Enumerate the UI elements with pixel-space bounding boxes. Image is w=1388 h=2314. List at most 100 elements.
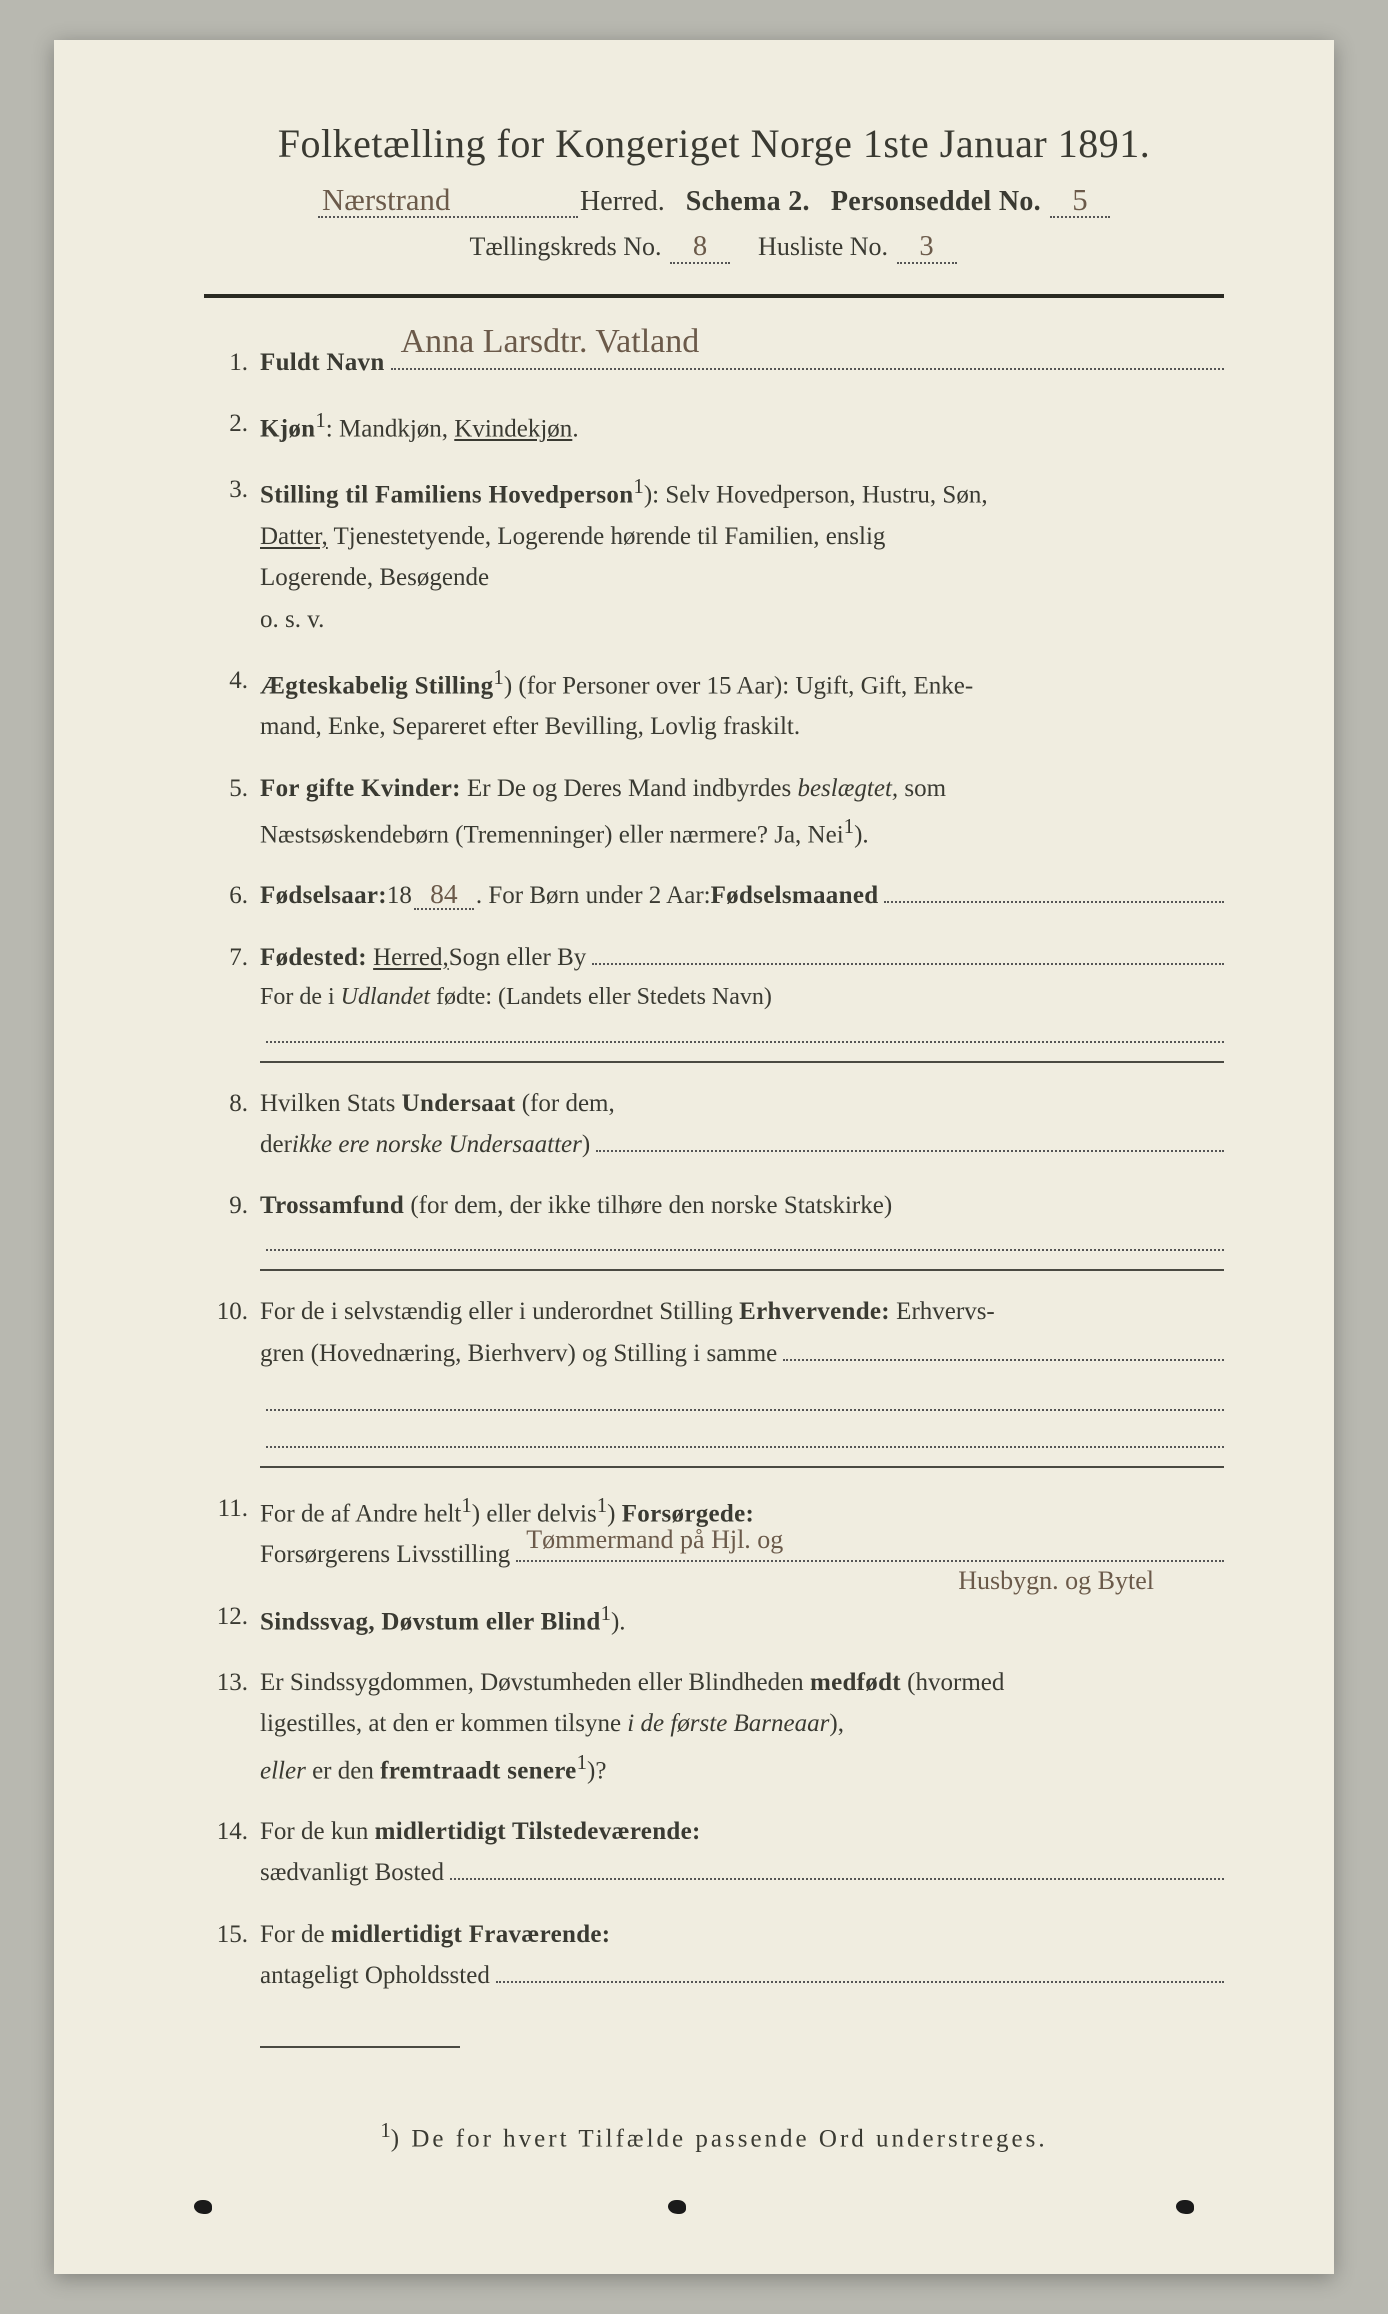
item4-line1: ) (for Personer over 15 Aar): Ugift, Gif… [504,672,973,699]
item6-label2: Fødselsmaaned [711,875,879,916]
item13-line2a: ligestilles, at den er kommen tilsyne [260,1710,627,1737]
item-5: For gifte Kvinder: Er De og Deres Mand i… [204,768,1224,856]
item4-label: Ægteskabelig Stilling [260,672,493,699]
item10-field3 [266,1423,1224,1448]
item10-line2: gren (Hovednæring, Bierhverv) og Stillin… [260,1333,777,1374]
item5-label: For gifte Kvinder: [260,775,461,802]
item3-line1: ): Selv Hovedperson, Hustru, Søn, [644,482,988,509]
item7-sub1: For de i [260,984,341,1010]
item2-sup: 1 [315,408,325,432]
item15-bold: midlertidigt Fraværende: [331,1921,611,1948]
item15-field [496,1958,1224,1983]
ink-dot-1 [194,2200,212,2214]
item5-line1: Er De og Deres Mand indbyrdes [461,775,798,802]
item12-label: Sindssvag, Døvstum eller Blind [260,1608,601,1635]
item10-label: Erhvervende: [739,1298,890,1325]
item-12: Sindssvag, Døvstum eller Blind1). [204,1596,1224,1643]
herred-label: Herred. [580,186,665,217]
item7-selected: Herred, [373,937,449,978]
schema-label: Schema 2. [686,186,810,217]
item2-label: Kjøn [260,415,315,442]
item7-field [592,940,1224,965]
item15-sub: antageligt Opholdssted [260,1955,490,1996]
item14-sub: sædvanligt Bosted [260,1852,444,1893]
main-title: Folketælling for Kongeriget Norge 1ste J… [204,120,1224,167]
item11-hw1: Tømmermand på Hjl. og [526,1519,783,1562]
item13-sup: 1 [577,1750,587,1774]
item13-line1b: (hvormed [901,1669,1004,1696]
item11-sup1: 1 [461,1493,471,1517]
item6-century: 18 [387,875,412,916]
divider-after-7 [260,1061,1224,1063]
item13-line3a: eller [260,1757,306,1784]
item-15: For de midlertidigt Fraværende: antageli… [204,1914,1224,1997]
item9-field [266,1226,1224,1251]
item5-line2b: ). [854,821,869,848]
item12-sup: 1 [601,1601,611,1625]
item11-field: Tømmermand på Hjl. og [516,1537,1224,1562]
item5-line2: Næstsøskendebørn (Tremenninger) eller næ… [260,821,844,848]
item4-sup: 1 [493,665,503,689]
item11-sup2: 1 [597,1493,607,1517]
personseddel-no-hw: 5 [1072,185,1087,216]
item13-line2b: ), [829,1710,844,1737]
item13-bold2: fremtraadt senere [380,1757,576,1784]
item8-field [596,1127,1224,1152]
item3-line4: o. s. v. [260,606,324,633]
item7-sub: For de i Udlandet fødte: (Landets eller … [260,978,1224,1018]
item1-value-hw: Anna Larsdtr. Vatland [401,314,700,370]
item13-line1a: Er Sindssygdommen, Døvstumheden eller Bl… [260,1669,810,1696]
item7-sub2: fødte: (Landets eller Stedets Navn) [430,984,772,1010]
ink-dot-2 [668,2200,686,2214]
item1-field: Anna Larsdtr. Vatland [391,345,1224,370]
item-10: For de i selvstændig eller i underordnet… [204,1291,1224,1468]
item3-label: Stilling til Familiens Hovedperson [260,482,633,509]
item-2: Kjøn1: Mandkjøn, Kvindekjøn. [204,403,1224,450]
item7-label: Fødested: [260,937,367,978]
item-4: Ægteskabelig Stilling1) (for Personer ov… [204,660,1224,748]
item-9: Trossamfund (for dem, der ikke tilhøre d… [204,1185,1224,1271]
item8-line2: der [260,1124,292,1165]
header-line-2: NærstrandHerred. Schema 2. Personseddel … [204,185,1224,218]
item13-line3b: er den [306,1757,380,1784]
header-line-3: Tællingskreds No. 8 Husliste No. 3 [204,232,1224,264]
kreds-label: Tællingskreds No. [469,232,661,261]
divider-heavy [204,294,1224,298]
personseddel-no-field: 5 [1050,185,1110,218]
item3-selected: Datter, [260,523,328,550]
item6-year-hw: 84 [430,880,458,908]
item13-bold1: medfødt [810,1669,901,1696]
item2-text2: . [572,415,578,442]
item14-bold: midlertidigt Tilstedeværende: [375,1818,701,1845]
item6-text2: . For Børn under 2 Aar: [476,875,711,916]
item13-em: i de første Barneaar [627,1710,829,1737]
item-6: Fødselsaar: 1884. For Børn under 2 Aar: … [204,875,1224,916]
husliste-label: Husliste No. [758,232,888,261]
item14-line1: For de kun [260,1818,375,1845]
item-11: For de af Andre helt1) eller delvis1) Fo… [204,1488,1224,1576]
header-block: Folketælling for Kongeriget Norge 1ste J… [204,120,1224,264]
item11-line1a: For de af Andre helt [260,1500,461,1527]
item8-label: Undersaat [402,1090,516,1117]
item2-selected: Kvindekjøn [454,415,572,442]
item1-label: Fuldt Navn [260,342,385,383]
item5-sup: 1 [844,814,854,838]
item5-line1b: som [898,775,946,802]
item3-line2rest: Tjenestetyende, Logerende hørende til Fa… [328,523,886,550]
item8-line1b: (for dem, [515,1090,614,1117]
item-3: Stilling til Familiens Hovedperson1): Se… [204,469,1224,639]
footnote-text: ) De for hvert Tilfælde passende Ord und… [391,2126,1048,2153]
census-form-page: Folketælling for Kongeriget Norge 1ste J… [54,40,1334,2274]
item10-field1 [783,1336,1224,1361]
footnote: 1) De for hvert Tilfælde passende Ord un… [204,2118,1224,2153]
ink-dot-3 [1176,2200,1194,2214]
form-items: Fuldt Navn Anna Larsdtr. Vatland Kjøn1: … [204,342,1224,1997]
kreds-no-field: 8 [670,233,730,264]
husliste-no-field: 3 [897,233,957,264]
item9-label: Trossamfund [260,1192,404,1219]
item13-line3c: )? [587,1757,606,1784]
item8-em: ikke ere norske Undersaatter [292,1124,582,1165]
item14-field [450,1855,1224,1880]
item6-label: Fødselsaar: [260,875,387,916]
item-14: For de kun midlertidigt Tilstedeværende:… [204,1811,1224,1894]
